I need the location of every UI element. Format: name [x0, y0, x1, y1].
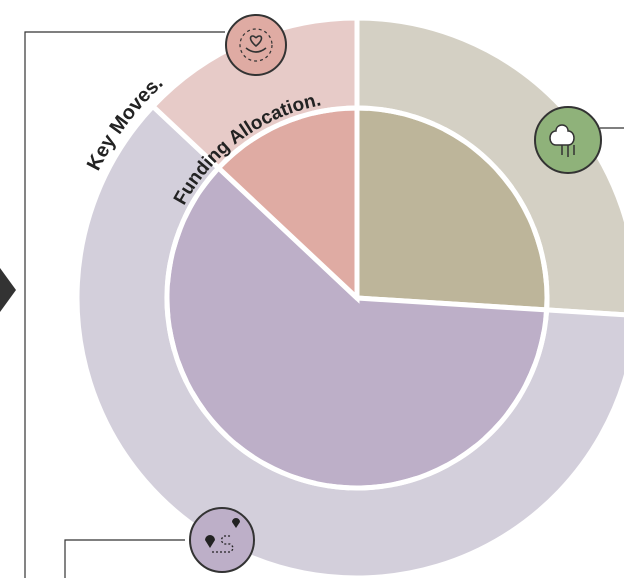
connector: [64, 539, 185, 578]
icon-route: [189, 507, 255, 573]
icon-trees: [534, 106, 602, 174]
dashed-ring: [164, 105, 550, 491]
arrow: [0, 268, 16, 312]
wedges: [74, 15, 624, 578]
connector: [24, 31, 225, 578]
icon-care: [225, 14, 287, 76]
